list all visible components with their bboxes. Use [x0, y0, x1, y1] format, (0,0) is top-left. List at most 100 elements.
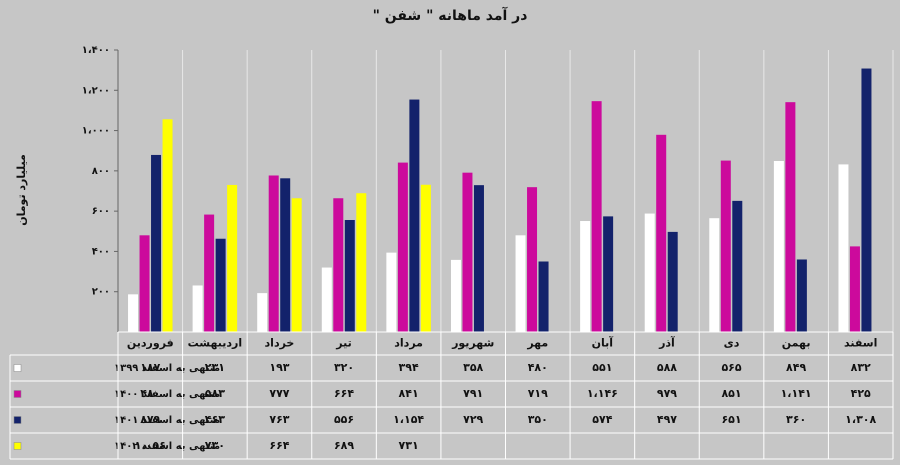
table-value: ۳۵۰	[528, 413, 548, 426]
table-value: ۴۶۳	[205, 413, 225, 426]
y-axis-label: میلیارد تومان	[15, 154, 28, 226]
table-value: ۸۴۱	[399, 387, 419, 400]
legend-key	[13, 364, 22, 372]
table-value: ۵۸۳	[205, 387, 225, 400]
table-value: ۴۲۵	[851, 387, 871, 400]
bar	[280, 178, 291, 332]
category-label: آبان	[592, 336, 614, 350]
bar	[192, 285, 203, 332]
bar	[268, 175, 279, 332]
y-tick-label: ۱،۲۰۰	[82, 85, 110, 96]
bar	[796, 259, 807, 332]
bar	[538, 261, 549, 332]
bar	[838, 164, 849, 332]
bar	[227, 184, 238, 332]
category-label: آذر	[658, 336, 675, 350]
table-value: ۱،۱۴۱	[781, 387, 812, 400]
legend-key	[13, 416, 22, 424]
bar	[515, 235, 526, 332]
bar	[720, 160, 731, 332]
category-label: تیر	[335, 337, 351, 350]
table-value: ۷۳۰	[205, 439, 225, 452]
table-value: ۷۷۷	[269, 387, 289, 400]
table-value: ۶۶۴	[269, 439, 289, 452]
bar	[656, 134, 667, 332]
table-value: ۲۳۱	[205, 361, 225, 374]
table-value: ۱۸۷	[140, 361, 160, 374]
table-value: ۱،۱۴۶	[587, 387, 618, 400]
table-value: ۸۵۱	[721, 387, 741, 400]
table-value: ۳۵۸	[463, 361, 483, 374]
bar	[420, 184, 431, 332]
category-label: مهر	[526, 337, 548, 350]
category-label: دی	[724, 337, 740, 350]
table-value: ۷۲۹	[463, 413, 483, 426]
bar	[139, 235, 150, 332]
table-value: ۷۹۱	[463, 387, 483, 400]
bar	[861, 68, 872, 332]
bar	[321, 267, 332, 332]
bar	[397, 162, 408, 332]
table-value: ۱،۳۰۸	[845, 413, 876, 426]
bar	[151, 154, 162, 332]
category-label: بهمن	[782, 337, 811, 350]
y-tick-label: ۸۰۰	[92, 166, 110, 177]
table-value: ۳۹۴	[399, 361, 419, 374]
bar	[409, 99, 420, 333]
bar	[333, 198, 344, 332]
bar	[591, 101, 602, 332]
category-label: اردیبهشت	[188, 337, 242, 350]
table-value: ۶۸۹	[334, 439, 354, 452]
legend-label: منتهی به اسفند ۱۴۰۲	[114, 441, 220, 452]
bar	[450, 259, 461, 332]
bar	[473, 185, 484, 332]
table-value: ۱۹۳	[269, 361, 289, 374]
table-value: ۱،۰۵۶	[135, 439, 166, 452]
bar	[644, 213, 655, 332]
legend-key	[13, 442, 22, 450]
bar	[215, 238, 226, 332]
bar	[785, 102, 796, 332]
bar	[257, 293, 268, 332]
bar	[527, 187, 538, 332]
table-value: ۵۸۸	[657, 361, 677, 374]
legend-label: منتهی به اسفند ۱۴۰۱	[114, 415, 220, 426]
table-value: ۵۵۶	[334, 413, 354, 426]
table-value: ۹۷۹	[657, 387, 677, 400]
table-value: ۱،۱۵۴	[393, 413, 424, 426]
table-value: ۵۶۵	[721, 361, 741, 374]
category-label: شهریور	[451, 337, 494, 350]
table-value: ۴۹۷	[657, 413, 677, 426]
table-value: ۵۵۱	[592, 361, 612, 374]
table-value: ۸۷۹	[140, 413, 160, 426]
bar	[344, 220, 355, 332]
bar	[603, 216, 614, 332]
y-tick-label: ۲۰۰	[92, 287, 110, 298]
table-value: ۳۶۰	[786, 413, 806, 426]
table-value: ۶۵۱	[721, 413, 741, 426]
bar	[291, 198, 302, 332]
table-value: ۷۱۹	[528, 387, 548, 400]
bar	[667, 231, 678, 332]
bar	[732, 200, 743, 332]
bar	[773, 160, 784, 332]
category-label: مرداد	[394, 337, 423, 350]
bar	[462, 172, 473, 332]
table-value: ۳۲۰	[334, 361, 354, 374]
category-label: خرداد	[265, 337, 295, 350]
category-label: اسفند	[844, 337, 877, 350]
table-value: ۷۶۳	[269, 413, 289, 426]
y-tick-label: ۴۰۰	[92, 246, 110, 257]
table-value: ۸۳۲	[851, 361, 871, 374]
category-label: فروردین	[127, 337, 174, 350]
bar	[709, 218, 720, 332]
bar	[204, 214, 215, 332]
bar	[128, 294, 139, 332]
table-value: ۴۸۰	[528, 361, 548, 374]
table-value: ۸۴۹	[786, 361, 806, 374]
table-value: ۵۷۴	[592, 413, 612, 426]
y-tick-label: ۱،۰۰۰	[82, 126, 110, 137]
bar	[386, 252, 397, 332]
legend-key	[13, 390, 22, 398]
